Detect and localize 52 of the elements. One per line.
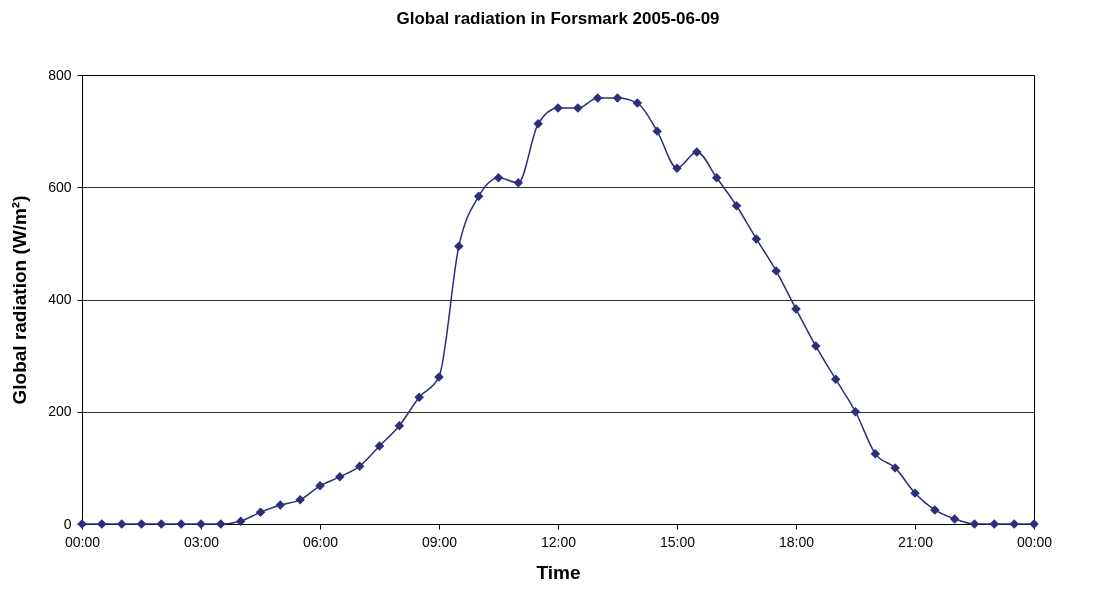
point — [890, 463, 900, 473]
x-tick-label: 12:00 — [540, 533, 577, 550]
x-axis-title: Time — [536, 561, 581, 583]
point — [255, 507, 266, 517]
point — [295, 495, 305, 505]
x-tick-label: 00:00 — [1016, 533, 1053, 550]
point — [632, 98, 643, 108]
y-tick-label: 0 — [63, 515, 72, 532]
x-tick-label: 03:00 — [183, 533, 220, 550]
y-tick-label: 400 — [48, 291, 72, 307]
x-tick-label: 06:00 — [302, 533, 339, 550]
point — [949, 514, 960, 524]
point — [156, 519, 167, 529]
x-tick-label: 21:00 — [897, 533, 934, 550]
point — [692, 147, 702, 157]
point — [493, 172, 504, 183]
point — [850, 407, 861, 417]
point — [136, 519, 147, 529]
point — [592, 93, 603, 103]
point — [116, 519, 127, 529]
point — [275, 500, 286, 510]
point — [454, 241, 464, 251]
point — [77, 519, 87, 529]
x-tick-label: 15:00 — [659, 533, 696, 550]
point — [751, 234, 762, 244]
point — [573, 103, 583, 113]
point — [711, 172, 722, 183]
point — [652, 126, 662, 136]
x-tick-label: 09:00 — [421, 533, 458, 550]
y-tick-label: 800 — [48, 66, 72, 83]
point — [394, 421, 405, 431]
chart-title: Global radiation in Forsmark 2005-06-09 — [396, 9, 720, 28]
point — [533, 119, 543, 129]
point — [473, 191, 484, 201]
x-tick-label: 00:00 — [64, 533, 101, 550]
y-axis-title: Global radiation (W/m²) — [9, 195, 31, 405]
point — [374, 441, 385, 451]
point — [830, 374, 841, 384]
x-tick-label: 18:00 — [778, 533, 815, 550]
point — [969, 519, 980, 529]
point — [612, 93, 623, 103]
point — [335, 472, 345, 482]
point — [989, 519, 1000, 529]
point — [414, 392, 424, 402]
point — [870, 449, 881, 459]
point — [731, 201, 742, 211]
point — [354, 461, 365, 471]
y-tick-label: 200 — [48, 403, 72, 420]
y-tick-label: 600 — [48, 178, 72, 195]
point — [513, 178, 524, 188]
point — [771, 266, 781, 276]
point — [235, 516, 246, 526]
